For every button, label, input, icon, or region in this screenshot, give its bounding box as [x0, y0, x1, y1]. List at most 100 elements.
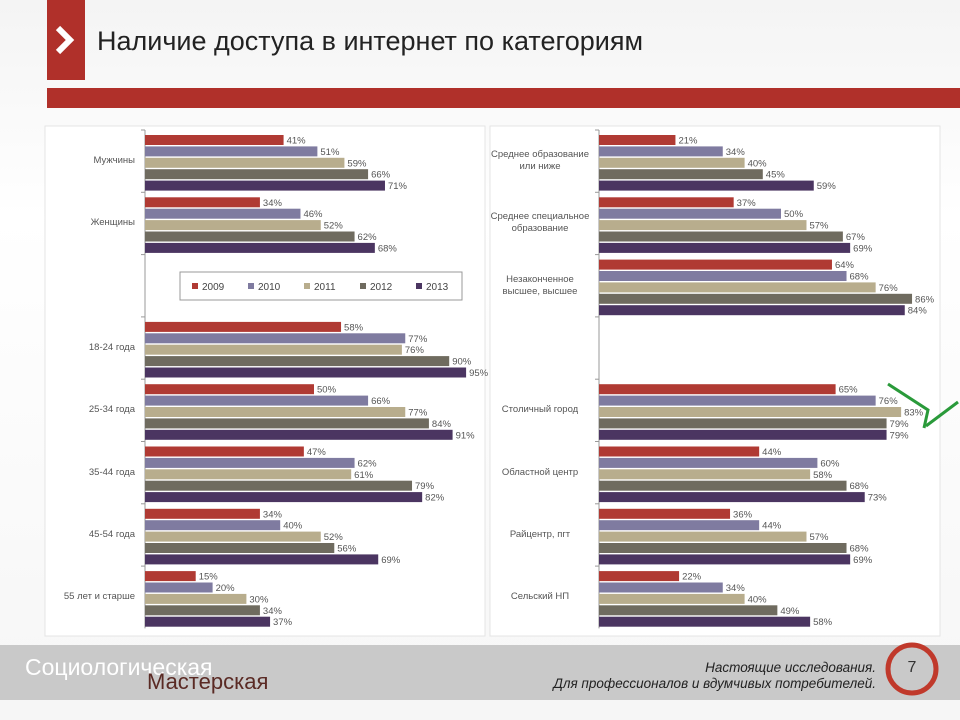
bar — [145, 321, 342, 332]
category-label: Райцентр, пгт — [509, 528, 571, 540]
bar — [145, 367, 467, 378]
value-label: 34% — [726, 583, 746, 594]
bar — [145, 135, 284, 145]
legend-label: 2013 — [426, 282, 449, 293]
value-label: 59% — [817, 181, 837, 192]
value-label: 67% — [846, 232, 866, 243]
bar — [599, 180, 814, 191]
bar — [599, 429, 887, 440]
chevron — [55, 25, 75, 55]
bar — [145, 384, 314, 395]
bar — [145, 593, 247, 604]
value-label: 60% — [820, 458, 840, 469]
value-label: 44% — [762, 521, 782, 532]
value-label: 62% — [358, 232, 378, 243]
bar — [145, 480, 413, 491]
value-label: 76% — [879, 283, 899, 294]
value-label: 76% — [879, 396, 899, 407]
value-label: 58% — [813, 470, 833, 481]
legend-swatch — [416, 283, 422, 289]
category-label: Женщины — [90, 217, 135, 229]
value-label: 84% — [432, 419, 452, 430]
value-label: 69% — [381, 555, 401, 566]
bar — [145, 344, 402, 355]
legend-swatch — [360, 283, 366, 289]
value-label: 73% — [868, 493, 888, 504]
bar — [145, 333, 406, 344]
value-label: 44% — [762, 447, 782, 458]
bar — [145, 197, 260, 208]
bar — [145, 446, 304, 457]
category-label: Областной центр — [501, 466, 579, 478]
value-label: 50% — [317, 385, 337, 396]
value-label: 66% — [371, 396, 391, 407]
value-label: 62% — [358, 458, 378, 469]
value-label: 58% — [813, 617, 833, 628]
value-label: 15% — [199, 572, 219, 583]
category-label: Незаконченное высшее, высшее — [502, 273, 578, 297]
slide-title: Наличие доступа в интернет по категориям — [97, 26, 644, 56]
bar — [145, 395, 369, 406]
value-label: 91% — [456, 430, 476, 441]
bar — [599, 543, 847, 553]
value-label: 46% — [303, 209, 323, 220]
bar — [599, 146, 723, 157]
value-label: 68% — [378, 243, 398, 254]
bar — [599, 208, 781, 219]
value-label: 20% — [216, 583, 236, 594]
value-label: 22% — [682, 572, 702, 583]
bar — [599, 571, 680, 582]
bar — [145, 508, 260, 519]
bar — [599, 469, 811, 480]
bar — [599, 305, 905, 316]
value-label: 45% — [766, 170, 786, 181]
value-label: 86% — [915, 294, 935, 305]
value-label: 64% — [835, 260, 855, 271]
bar — [599, 231, 843, 242]
value-label: 79% — [890, 430, 910, 441]
bar — [145, 231, 355, 242]
value-label: 36% — [733, 509, 753, 520]
category-label: 55 лет и старше — [63, 591, 135, 603]
legend-label: 2009 — [202, 282, 225, 293]
bar — [599, 197, 734, 208]
tagline: Для профессионалов и вдумчивых потребите… — [553, 676, 876, 691]
bar — [599, 395, 876, 406]
bar — [145, 242, 375, 253]
category-label: Мужчины — [93, 155, 135, 167]
bar — [599, 282, 876, 293]
legend-label: 2010 — [258, 282, 281, 293]
bar — [145, 616, 271, 627]
legend-swatch — [192, 283, 198, 289]
legend-label: 2012 — [370, 282, 393, 293]
legend-label: 2011 — [314, 282, 336, 293]
bar — [599, 242, 851, 253]
category-label: 35-44 года — [88, 466, 135, 478]
bar — [599, 271, 847, 281]
value-label: 76% — [405, 345, 425, 356]
legend-box — [179, 271, 463, 301]
bar — [145, 220, 321, 231]
bar — [599, 169, 763, 180]
value-label: 57% — [809, 532, 829, 543]
value-label: 56% — [337, 544, 357, 555]
value-label: 83% — [904, 408, 924, 419]
value-label: 77% — [408, 334, 428, 345]
value-label: 37% — [737, 198, 757, 209]
category-label: Среднее специальное образование — [490, 211, 590, 235]
value-label: 69% — [853, 243, 873, 254]
value-label: 58% — [344, 322, 364, 333]
value-label: 90% — [452, 357, 472, 368]
value-label: 79% — [415, 481, 435, 492]
bar — [145, 157, 345, 168]
bar — [599, 492, 865, 503]
bar — [145, 407, 406, 417]
bar — [145, 605, 260, 616]
value-label: 51% — [320, 147, 340, 158]
bar — [599, 418, 887, 429]
value-label: 50% — [784, 209, 804, 220]
value-label: 68% — [850, 544, 870, 555]
value-label: 34% — [263, 509, 283, 520]
